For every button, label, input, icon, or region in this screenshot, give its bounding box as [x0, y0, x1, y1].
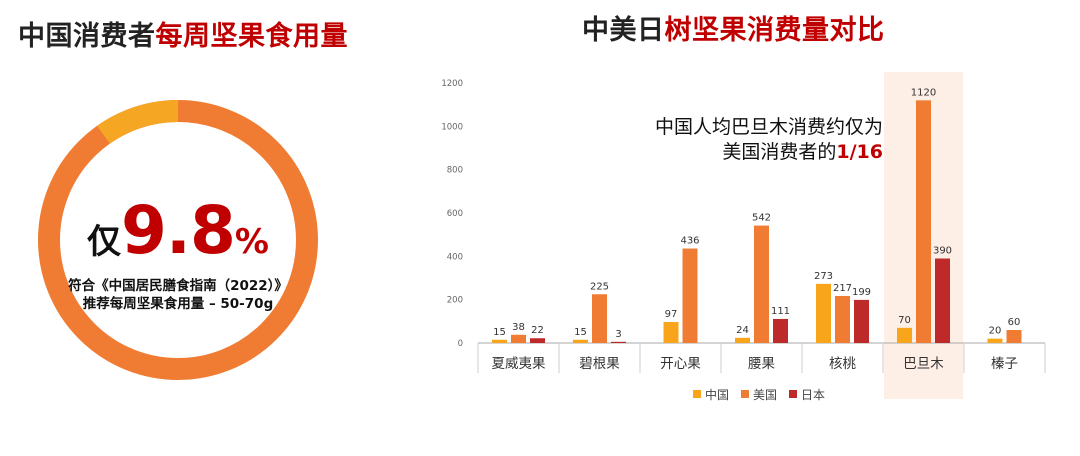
- bar-value-label: 38: [512, 322, 525, 333]
- bar-value-label: 24: [736, 325, 749, 336]
- right-title-red: 树坚果消费量对比: [664, 15, 885, 46]
- share-value: 9.8: [121, 192, 236, 269]
- bar-value-label: 22: [531, 325, 544, 336]
- legend-swatch: [789, 390, 797, 398]
- bar: [935, 258, 950, 343]
- bar-value-label: 15: [574, 327, 587, 338]
- donut-share-arc: [38, 100, 318, 380]
- bar: [773, 318, 788, 343]
- annotation-prefix: 美国消费者的: [722, 141, 837, 163]
- bar-value-label: 217: [833, 283, 852, 294]
- share-prefix: 仅: [87, 222, 121, 262]
- bar: [682, 248, 698, 343]
- bar: [816, 283, 831, 343]
- legend-swatch: [741, 390, 749, 398]
- bar: [663, 321, 679, 343]
- legend-label: 美国: [753, 388, 777, 402]
- category-label: 碧根果: [579, 356, 620, 372]
- chart-annotation-line2: 美国消费者的1/16: [722, 137, 883, 164]
- bar: [573, 339, 588, 343]
- left-title-red: 每周坚果食用量: [155, 21, 348, 52]
- annotation-ratio: 1/16: [836, 141, 883, 163]
- bar: [1006, 330, 1022, 343]
- bar-value-label: 1120: [911, 87, 936, 98]
- category-label: 巴旦木: [903, 356, 944, 372]
- bar: [897, 327, 912, 343]
- donut-chart: [38, 100, 318, 380]
- bar: [592, 294, 607, 343]
- y-tick-label: 800: [447, 166, 463, 176]
- bar: [754, 225, 769, 343]
- bar-value-label: 542: [752, 213, 771, 224]
- y-tick-label: 1000: [441, 122, 463, 132]
- bar-value-label: 225: [590, 281, 609, 292]
- bar-value-label: 15: [493, 327, 506, 338]
- y-tick-label: 400: [447, 252, 463, 262]
- bar: [530, 338, 545, 343]
- bar-value-label: 70: [898, 315, 911, 326]
- legend-label: 中国: [705, 387, 729, 402]
- bar-value-label: 97: [665, 309, 678, 320]
- bar-value-label: 199: [852, 287, 871, 298]
- bar: [854, 299, 869, 343]
- bar-value-label: 20: [989, 326, 1002, 337]
- bar-value-label: 60: [1008, 317, 1021, 328]
- y-tick-label: 200: [447, 296, 463, 306]
- y-tick-label: 600: [447, 209, 463, 219]
- bar: [735, 337, 750, 343]
- left-title: 中国消费者每周坚果食用量: [18, 14, 348, 53]
- chart-annotation-line1: 中国人均巴旦木消费约仅为: [654, 116, 883, 138]
- bar-value-label: 436: [680, 236, 699, 247]
- left-title-black: 中国消费者: [18, 21, 156, 52]
- bar: [492, 339, 507, 343]
- guideline-text-1: 符合《中国居民膳食指南（2022）》: [68, 278, 288, 294]
- bar-value-label: 111: [771, 306, 790, 317]
- bar: [511, 334, 526, 343]
- guideline-text-2: 推荐每周坚果食用量 – 50-70g: [82, 296, 274, 312]
- category-label: 榛子: [991, 356, 1018, 372]
- right-title: 中美日树坚果消费量对比: [582, 8, 885, 47]
- category-label: 开心果: [660, 356, 701, 372]
- share-percentage: 仅9.8%: [0, 192, 356, 269]
- y-tick-label: 0: [458, 339, 463, 349]
- legend-swatch: [693, 390, 701, 398]
- y-tick-label: 1200: [441, 79, 463, 89]
- bar: [835, 295, 850, 343]
- bar: [987, 338, 1003, 343]
- category-label: 腰果: [748, 356, 776, 372]
- bar-value-label: 273: [814, 271, 833, 282]
- bar: [916, 100, 931, 343]
- share-unit: %: [234, 222, 269, 262]
- bar-value-label: 3: [615, 329, 621, 340]
- category-label: 夏威夷果: [492, 356, 546, 372]
- legend-label: 日本: [801, 388, 825, 402]
- bar: [611, 341, 626, 343]
- right-title-black: 中美日: [582, 15, 665, 46]
- bar-value-label: 390: [933, 246, 952, 257]
- category-label: 核桃: [829, 356, 857, 372]
